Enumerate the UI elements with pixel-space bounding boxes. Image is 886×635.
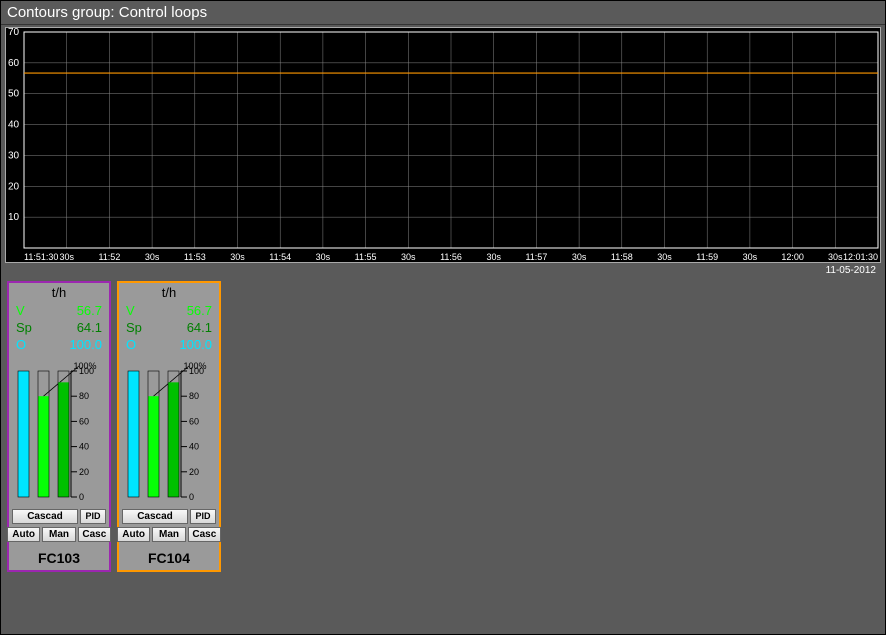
svg-text:30s: 30s [230,252,245,262]
svg-text:100: 100 [79,366,94,376]
svg-text:100: 100 [189,366,204,376]
svg-text:0: 0 [79,492,84,502]
svg-text:11:55: 11:55 [355,252,377,262]
svg-text:30s: 30s [828,252,843,262]
window-title: Contours group: Control loops [1,1,885,25]
casc-button[interactable]: Casc [188,527,221,542]
loop-tag: FC103 [38,550,80,566]
svg-text:60: 60 [79,416,89,426]
v-label: V [16,302,25,319]
svg-text:60: 60 [8,58,20,69]
svg-text:10: 10 [8,212,20,223]
svg-text:11:51:30: 11:51:30 [24,252,58,262]
svg-text:40: 40 [189,442,199,452]
v-value: 56.7 [187,302,212,319]
o-label: O [126,336,136,353]
chart-date: 11-05-2012 [826,265,876,276]
auto-button[interactable]: Auto [7,527,40,542]
svg-text:30s: 30s [572,252,587,262]
svg-text:40: 40 [8,120,20,131]
svg-text:11:52: 11:52 [98,252,120,262]
faceplate: t/h V56.7 Sp64.1 O100.0 100%020406080100… [117,281,221,572]
svg-text:30s: 30s [145,252,160,262]
pid-button[interactable]: PID [80,509,106,524]
casc-button[interactable]: Casc [78,527,111,542]
sp-label: Sp [16,319,32,336]
svg-text:11:54: 11:54 [269,252,291,262]
o-value: 100.0 [69,336,102,353]
trend-chart: 1020304050607011:51:3030s11:5230s11:5330… [5,27,881,263]
readouts: V 56.7 Sp 64.1 O 100.0 [12,302,106,353]
v-label: V [126,302,135,319]
units-label: t/h [52,285,66,300]
o-value: 100.0 [179,336,212,353]
svg-text:11:53: 11:53 [184,252,206,262]
svg-text:11:58: 11:58 [611,252,633,262]
faceplate: t/h V56.7 Sp64.1 O100.0 100%020406080100… [7,281,111,572]
faceplate-container: t/h V56.7 Sp64.1 O100.0 100%020406080100… [1,263,885,578]
man-button[interactable]: Man [152,527,185,542]
svg-text:11:56: 11:56 [440,252,462,262]
svg-text:20: 20 [8,181,20,192]
bar-indicators: 100%020406080100 [12,357,106,507]
o-label: O [16,336,26,353]
svg-text:11:57: 11:57 [525,252,547,262]
svg-text:12:01:30: 12:01:30 [843,252,878,262]
sp-value: 64.1 [187,319,212,336]
bar-indicators: 100%020406080100 [122,357,216,507]
loop-tag: FC104 [148,550,190,566]
svg-text:70: 70 [8,28,20,38]
svg-text:12:00: 12:00 [781,252,804,262]
svg-text:30: 30 [8,150,20,161]
svg-text:30s: 30s [59,252,74,262]
svg-text:30s: 30s [743,252,758,262]
svg-text:40: 40 [79,442,89,452]
readouts: V 56.7 Sp 64.1 O 100.0 [122,302,216,353]
svg-text:30s: 30s [486,252,501,262]
mode-display[interactable]: Cascad [122,509,188,524]
auto-button[interactable]: Auto [117,527,150,542]
sp-value: 64.1 [77,319,102,336]
svg-text:20: 20 [79,467,89,477]
svg-text:0: 0 [189,492,194,502]
svg-text:11:59: 11:59 [696,252,718,262]
svg-text:80: 80 [79,391,89,401]
svg-text:30s: 30s [657,252,672,262]
man-button[interactable]: Man [42,527,75,542]
units-label: t/h [162,285,176,300]
mode-display[interactable]: Cascad [12,509,78,524]
pid-button[interactable]: PID [190,509,216,524]
svg-text:30s: 30s [316,252,331,262]
svg-text:30s: 30s [401,252,416,262]
sp-label: Sp [126,319,142,336]
svg-text:80: 80 [189,391,199,401]
svg-text:60: 60 [189,416,199,426]
svg-text:20: 20 [189,467,199,477]
svg-text:50: 50 [8,89,20,100]
v-value: 56.7 [77,302,102,319]
